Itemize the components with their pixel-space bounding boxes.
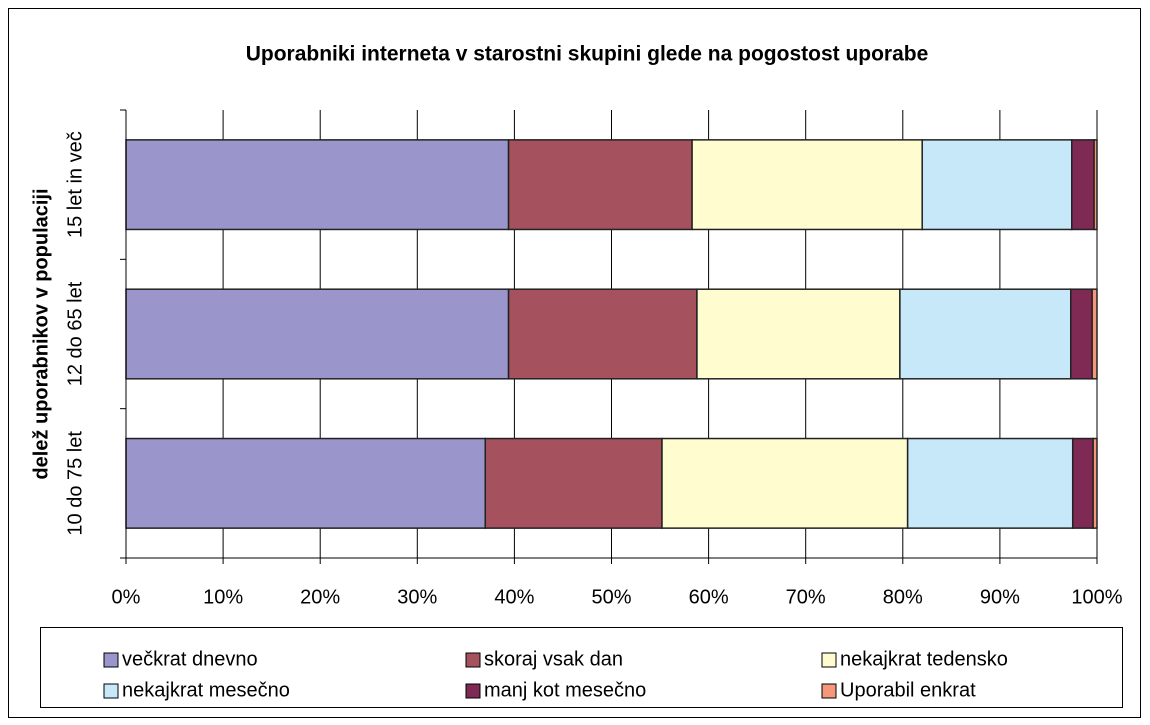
x-tick-label: 100% [1071,586,1122,608]
bar-segment [1070,288,1093,380]
legend-swatch [821,683,837,699]
bar-segment [1071,437,1094,529]
legend-swatch [103,652,119,668]
legend-label: nekajkrat tedensko [840,648,1008,670]
x-tick-label: 50% [591,586,631,608]
bar-segment [507,288,698,380]
legend-box [40,627,1123,708]
x-tick-label: 90% [980,586,1020,608]
x-tick-label: 40% [494,586,534,608]
bar-segment [1071,139,1095,231]
bar-segment [921,139,1073,231]
bar-segment [125,288,510,380]
x-tick-label: 80% [883,586,923,608]
legend-label: skoraj vsak dan [484,648,623,670]
bar-segment [125,139,510,231]
legend-swatch [103,683,119,699]
bar-segment [125,437,487,529]
bar-segment [507,139,693,231]
x-tick-label: 30% [397,586,437,608]
x-tick-label: 0% [112,586,141,608]
bar-segment [1092,437,1098,529]
bar-segment [484,437,663,529]
chart-title: Uporabniki interneta v starostni skupini… [246,43,929,66]
legend-label: Uporabil enkrat [840,679,976,701]
x-tick-label: 70% [786,586,826,608]
bar-segment [1091,288,1098,380]
x-tick-label: 20% [300,586,340,608]
bar-segment [661,437,909,529]
bar-segment [696,288,901,380]
legend-swatch [465,652,481,668]
bar-segment [1093,139,1098,231]
y-tick-label: 15 let in več [64,131,86,238]
legend-label: manj kot mesečno [484,679,646,701]
y-tick-label: 12 do 65 let [64,281,86,386]
legend-label: večkrat dnevno [122,648,258,670]
y-axis-label: delež uporabnikov v populaciji [30,188,52,479]
legend-swatch [821,652,837,668]
bar-segment [899,288,1072,380]
bar-segment [906,437,1074,529]
x-tick-label: 60% [689,586,729,608]
legend-swatch [465,683,481,699]
y-tick-label: 10 do 75 let [64,431,86,536]
x-tick-label: 10% [203,586,243,608]
bar-segment [691,139,923,231]
legend-label: nekajkrat mesečno [122,679,290,701]
